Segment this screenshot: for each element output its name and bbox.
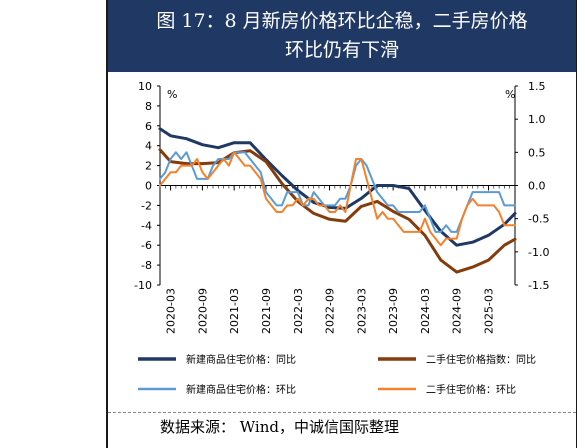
series-line-2 (158, 148, 517, 274)
right-axis-tick-label: 0.0 (528, 180, 546, 193)
legend-label-3: 新建商品住宅价格：环比 (186, 383, 296, 396)
right-axis-tick-label: -0.5 (528, 213, 549, 226)
legend-label-1: 新建商品住宅价格：同比 (186, 353, 296, 366)
right-axis-unit: % (505, 88, 515, 101)
left-axis-unit: % (167, 88, 177, 101)
left-axis-tick-label: -2 (141, 199, 152, 212)
left-axis-tick-label: 0 (145, 180, 152, 193)
data-source-note: 数据来源： Wind，中诚信国际整理 (160, 418, 399, 436)
x-axis-tick-label: 2020-03 (165, 288, 178, 334)
x-axis-tick-label: 2025-03 (483, 288, 496, 334)
x-axis-tick-label: 2020-09 (196, 288, 209, 334)
x-axis-tick-label: 2021-09 (260, 288, 273, 334)
left-axis-tick-label: 8 (145, 100, 152, 113)
source-separator (108, 412, 576, 413)
left-axis-tick-label: -4 (141, 219, 152, 232)
x-axis-tick-label: 2022-03 (292, 288, 305, 334)
left-axis-tick-label: -10 (134, 279, 152, 292)
x-axis-tick-label: 2024-09 (451, 288, 464, 334)
left-axis-tick-label: -8 (141, 259, 152, 272)
chart-title-banner: 图 17：8 月新房价格环比企稳，二手房价格 环比仍有下滑 (108, 0, 576, 72)
x-axis-tick-label: 2021-03 (228, 288, 241, 334)
left-axis-tick-label: 2 (145, 160, 152, 173)
x-axis-tick-label: 2022-09 (324, 288, 337, 334)
x-axis-tick-label: 2023-09 (387, 288, 400, 334)
right-axis-tick-label: 1.5 (528, 80, 546, 93)
x-axis-tick-label: 2023-03 (355, 288, 368, 334)
right-axis-tick-label: -1.0 (528, 246, 549, 259)
left-axis-tick-label: -6 (141, 239, 152, 252)
legend-label-4: 二手住宅价格：环比 (426, 383, 516, 396)
right-axis-tick-label: -1.5 (528, 279, 549, 292)
line-chart: 10 8 6 4 2 0 -2 -4 -6 -8 -10% 1.5 1.0 0.5 0.0 -0.5 -1.0 -… (134, 80, 549, 396)
series-line-4 (159, 151, 516, 247)
frame-left-border (106, 0, 108, 448)
right-axis-tick-label: 1.0 (528, 113, 546, 126)
chart-title-line1: 图 17：8 月新房价格环比企稳，二手房价格 (156, 10, 528, 32)
right-axis-tick-label: 0.5 (528, 146, 546, 159)
series-line-3 (159, 151, 516, 233)
left-axis-tick-label: 10 (138, 80, 152, 93)
chart-title-line2: 环比仍有下滑 (284, 39, 399, 61)
left-axis-tick-label: 6 (145, 120, 152, 133)
frame-right-border (576, 0, 577, 448)
left-axis-tick-label: 4 (145, 140, 152, 153)
legend-label-2: 二手住宅价格指数：同比 (426, 353, 536, 366)
x-axis-tick-label: 2024-03 (419, 288, 432, 334)
